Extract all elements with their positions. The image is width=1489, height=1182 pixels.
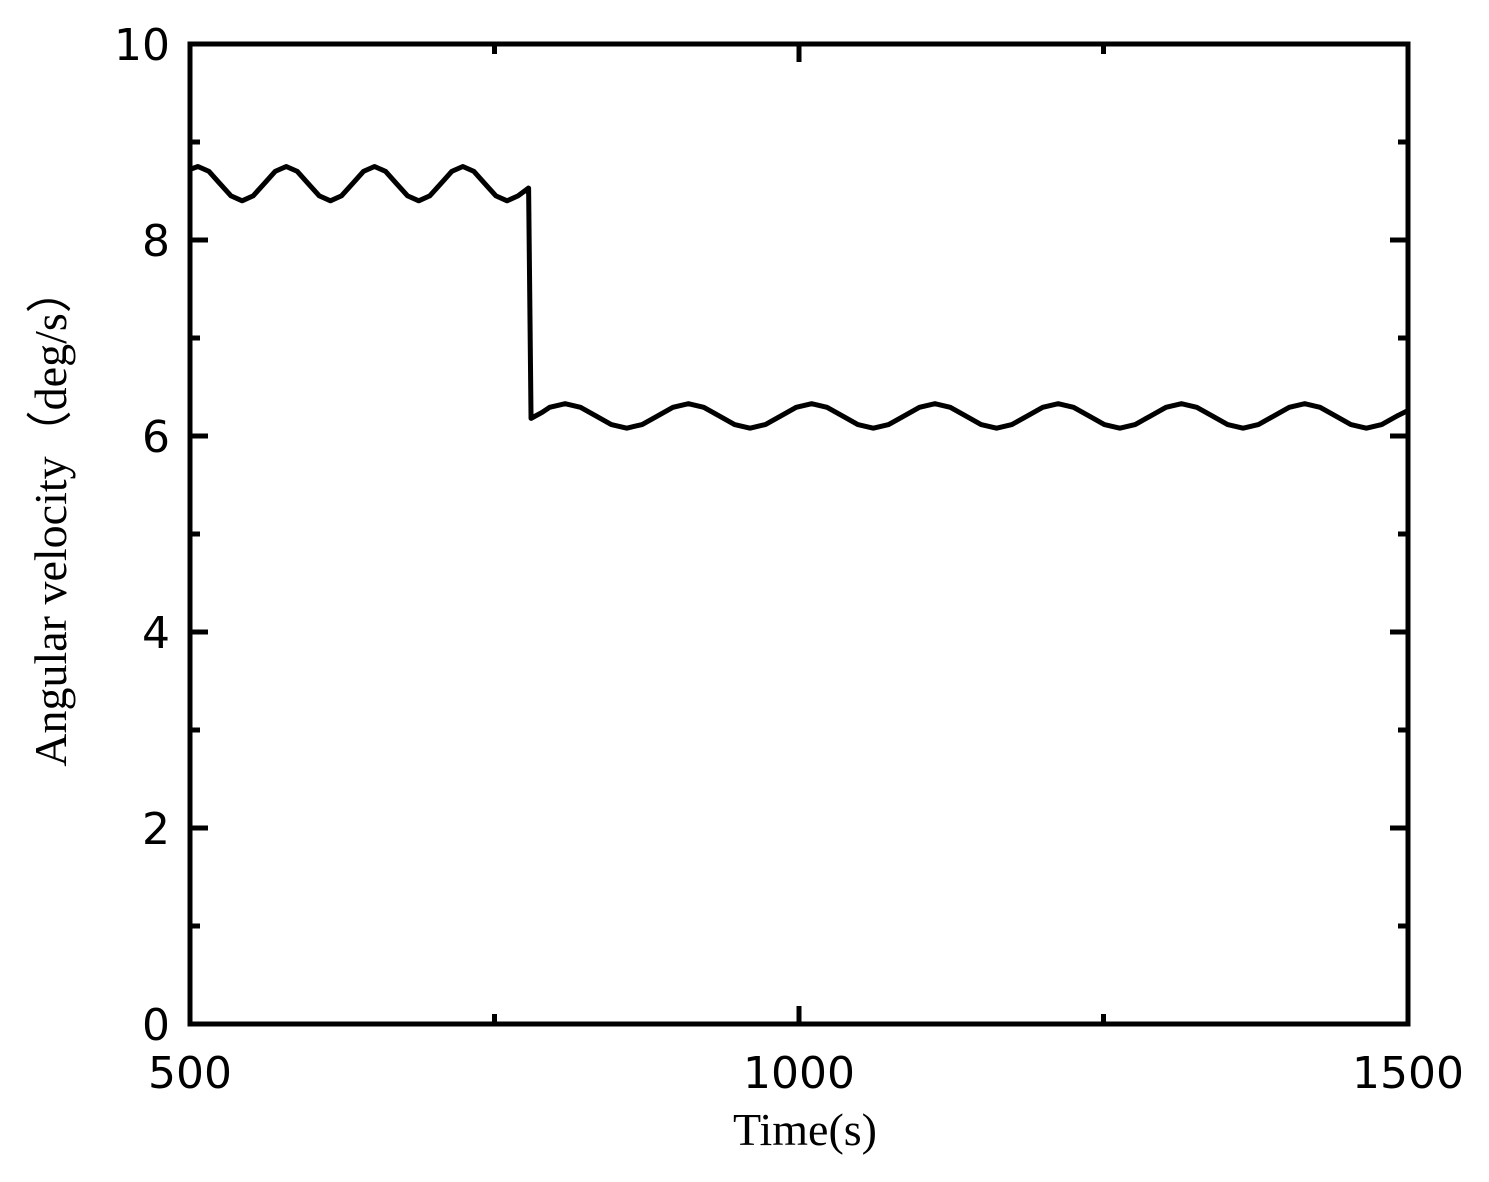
x-tick-label: 500 [148,1048,232,1099]
y-tick-label: 10 [114,20,170,71]
data-line [187,164,1411,431]
x-tick-label: 1500 [1352,1048,1464,1099]
y-tick-label: 8 [142,216,170,267]
x-tick-label: 1000 [743,1048,855,1099]
y-tick-label: 4 [142,608,170,659]
plot-frame [187,41,1411,1027]
y-axis-label: Angular velocity（deg/s） [25,267,76,767]
y-tick-label: 0 [142,1000,170,1051]
y-tick-label: 2 [142,804,170,855]
x-axis-label: Time(s) [733,1104,877,1155]
y-tick-label: 6 [142,412,170,463]
